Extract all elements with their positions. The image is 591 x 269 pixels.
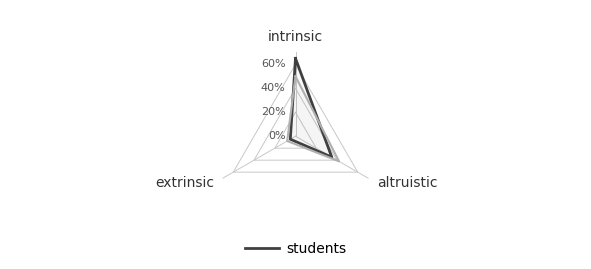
Text: 60%: 60%: [261, 59, 285, 69]
Text: intrinsic: intrinsic: [268, 30, 323, 44]
Text: extrinsic: extrinsic: [155, 176, 214, 190]
Polygon shape: [287, 76, 339, 161]
Text: altruistic: altruistic: [377, 176, 437, 190]
Text: 0%: 0%: [268, 131, 285, 141]
Text: 20%: 20%: [261, 107, 285, 117]
Legend: students: students: [239, 236, 352, 262]
Text: 40%: 40%: [261, 83, 285, 93]
